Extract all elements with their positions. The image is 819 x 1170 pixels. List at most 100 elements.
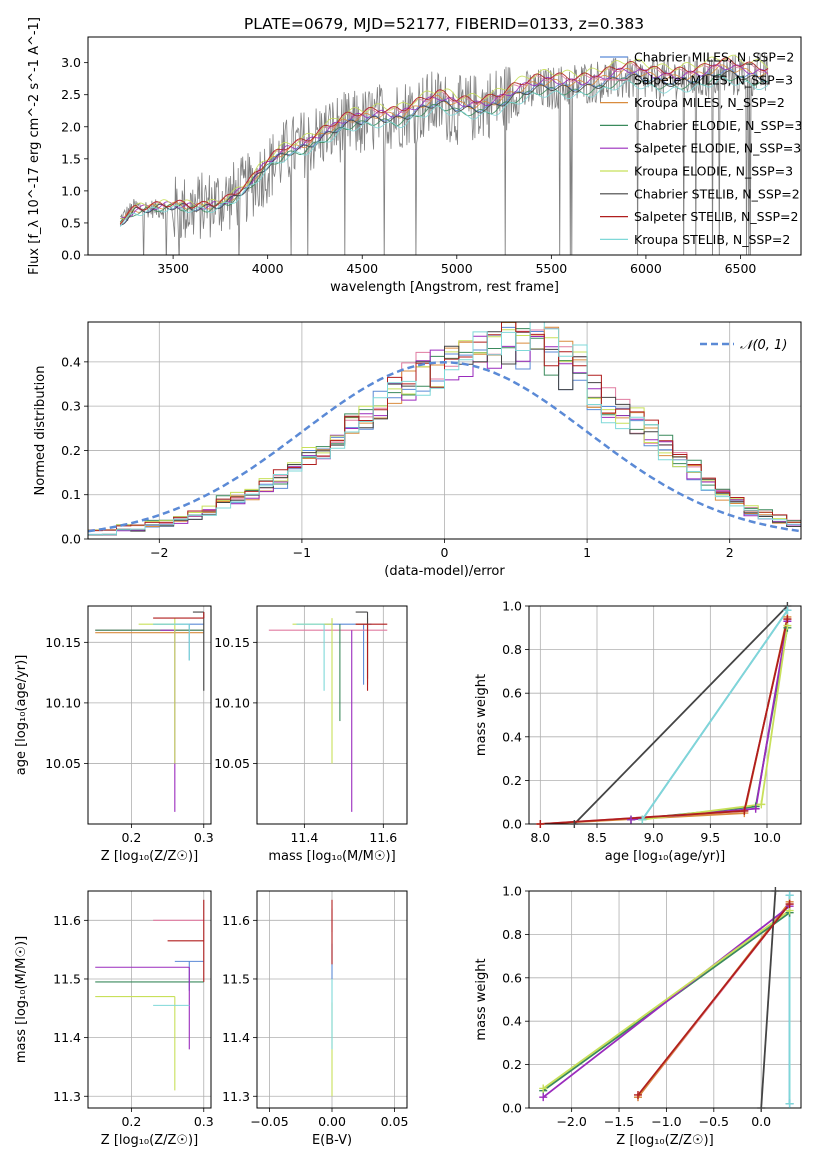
weight-marker <box>757 800 766 809</box>
weight-marker <box>627 815 635 824</box>
model-line <box>120 54 769 220</box>
y-tick-label: 10.15 <box>214 635 250 650</box>
x-tick-label: −0.05 <box>250 1114 288 1129</box>
y-tick-label: 0.0 <box>61 532 81 547</box>
x-tick-label: 1 <box>583 545 591 560</box>
x-axis-label: Z [log₁₀(Z/Z☉)] <box>101 849 198 864</box>
x-tick-label: 0.3 <box>194 1114 214 1129</box>
weight-line <box>542 905 791 1098</box>
panel-mass-vs-Z: 0.2 0.3 11.3 11.4 11.5 11.6 Z [log₁₀(Z/Z☉)] mas… <box>14 890 214 1148</box>
weight-marker <box>783 615 792 624</box>
y-tick-label: 0.6 <box>502 686 522 701</box>
y-axis-label: age [log₁₀(age/yr)] <box>14 655 29 776</box>
weight-line <box>637 903 791 1096</box>
legend-entry: Salpeter ELODIE, N_SSP=3 <box>634 141 801 156</box>
legend-entry: Salpeter STELIB, N_SSP=2 <box>634 209 798 224</box>
legend: 𝒩(0, 1) <box>700 338 787 353</box>
panel-mass-vs-EBV: −0.05 0.00 0.05 11.3 11.4 11.5 11.6 E(B-V) <box>222 890 409 1148</box>
axes-frame <box>528 605 802 825</box>
x-tick-label: 11.4 <box>290 830 318 845</box>
y-tick-label: 0.2 <box>502 773 522 788</box>
weight-marker <box>757 1104 766 1112</box>
x-tick-label: 0.2 <box>121 830 141 845</box>
y-tick-label: 0.4 <box>502 1014 522 1029</box>
model-line <box>119 76 769 227</box>
weight-line <box>573 606 789 824</box>
weight-line <box>540 616 789 824</box>
panel-residual-histogram: −2 −1 0 1 2 0.0 0.1 0.2 0.3 0.4 (data-model)/error… <box>33 321 802 579</box>
x-tick-label: −0.5 <box>699 1114 729 1129</box>
grid <box>88 891 211 1108</box>
y-tick-label: 0.2 <box>61 443 81 458</box>
x-tick-label: 8.5 <box>587 830 607 845</box>
x-tick-label: 9.0 <box>644 830 664 845</box>
histogram-series <box>88 322 801 539</box>
y-tick-label: 2.5 <box>61 87 81 102</box>
y-tick-label: 11.4 <box>222 1030 250 1045</box>
y-axis-label: mass weight <box>474 674 489 756</box>
model-line <box>120 68 769 226</box>
y-tick-label: 11.3 <box>53 1089 81 1104</box>
y-tick-label: 1.0 <box>502 884 522 899</box>
y-tick-label: 0.0 <box>502 817 522 832</box>
weight-line <box>641 609 789 821</box>
plot-area <box>119 52 769 255</box>
x-tick-label: 9.5 <box>700 830 720 845</box>
x-tick-label: 0.05 <box>381 1114 409 1129</box>
x-axis-label: Z [log₁₀(Z/Z☉)] <box>101 1133 198 1148</box>
legend-entry: Kroupa MILES, N_SSP=2 <box>634 95 785 110</box>
legend-entry: Chabrier STELIB, N_SSP=2 <box>634 186 800 201</box>
model-line <box>120 70 769 226</box>
model-line <box>119 59 769 225</box>
x-tick-label: 11.6 <box>369 830 397 845</box>
weight-marker <box>751 804 760 813</box>
x-axis-label: mass [log₁₀(M/M☉)] <box>268 849 395 864</box>
y-tick-label: 2.0 <box>61 119 81 134</box>
axes-frame <box>256 890 408 1109</box>
x-axis-label: (data-model)/error <box>384 564 505 579</box>
x-tick-label: −1 <box>293 545 311 560</box>
x-tick-label: 5500 <box>535 261 567 276</box>
x-tick-label: −1.5 <box>604 1114 634 1129</box>
y-tick-label: 10.15 <box>45 635 81 650</box>
x-tick-label: 0.3 <box>194 830 214 845</box>
panel-age-vs-Z: 0.2 0.3 10.05 10.10 10.15 Z [log₁₀(Z/Z☉)] age … <box>14 605 214 864</box>
weight-marker <box>638 815 647 824</box>
x-tick-label: 0.00 <box>318 1114 346 1129</box>
axes-frame <box>87 890 212 1109</box>
x-tick-label: 4500 <box>346 261 378 276</box>
x-tick-label: 0.2 <box>121 1114 141 1129</box>
x-tick-label: 2 <box>726 545 734 560</box>
axes-frame <box>528 890 802 1109</box>
y-axis-label: Normed distribution <box>33 366 48 496</box>
panel-mass-weight-vs-age: 8.0 8.5 9.0 9.5 10.0 0.0 0.2 0.4 0.6 0.8 1.0 age [l… <box>474 599 802 864</box>
legend-entry: Salpeter MILES, N_SSP=3 <box>634 72 793 87</box>
axes-frame <box>87 36 802 256</box>
legend-entry: Chabrier ELODIE, N_SSP=3 <box>634 118 803 133</box>
y-tick-label: 1.5 <box>61 151 81 166</box>
y-tick-label: 3.0 <box>61 55 81 70</box>
x-tick-label: 6500 <box>725 261 757 276</box>
weight-marker <box>785 1099 794 1108</box>
y-tick-label: 11.5 <box>53 971 81 986</box>
y-tick-label: 0.6 <box>502 970 522 985</box>
y-axis-label: mass [log₁₀(M/M☉)] <box>14 936 29 1063</box>
weight-line <box>542 909 791 1090</box>
legend-entry: 𝒩(0, 1) <box>740 338 787 353</box>
legend: Chabrier MILES, N_SSP=2 Salpeter MILES, N… <box>600 50 803 247</box>
x-axis-label: E(B-V) <box>312 1133 352 1148</box>
y-tick-label: 11.4 <box>53 1030 81 1045</box>
x-tick-label: 5000 <box>441 261 473 276</box>
weight-marker <box>539 1093 548 1102</box>
weight-line <box>760 891 777 1108</box>
y-tick-label: 1.0 <box>61 183 81 198</box>
weight-marker <box>740 806 749 815</box>
y-tick-label: 10.05 <box>45 756 81 771</box>
plot-area <box>268 611 388 812</box>
x-tick-label: 0.0 <box>751 1114 771 1129</box>
y-tick-label: 10.05 <box>214 756 250 771</box>
x-tick-label: −1.0 <box>651 1114 681 1129</box>
plot-area <box>95 899 205 1091</box>
y-tick-label: 0.1 <box>61 487 81 502</box>
axes-frame <box>87 321 802 540</box>
